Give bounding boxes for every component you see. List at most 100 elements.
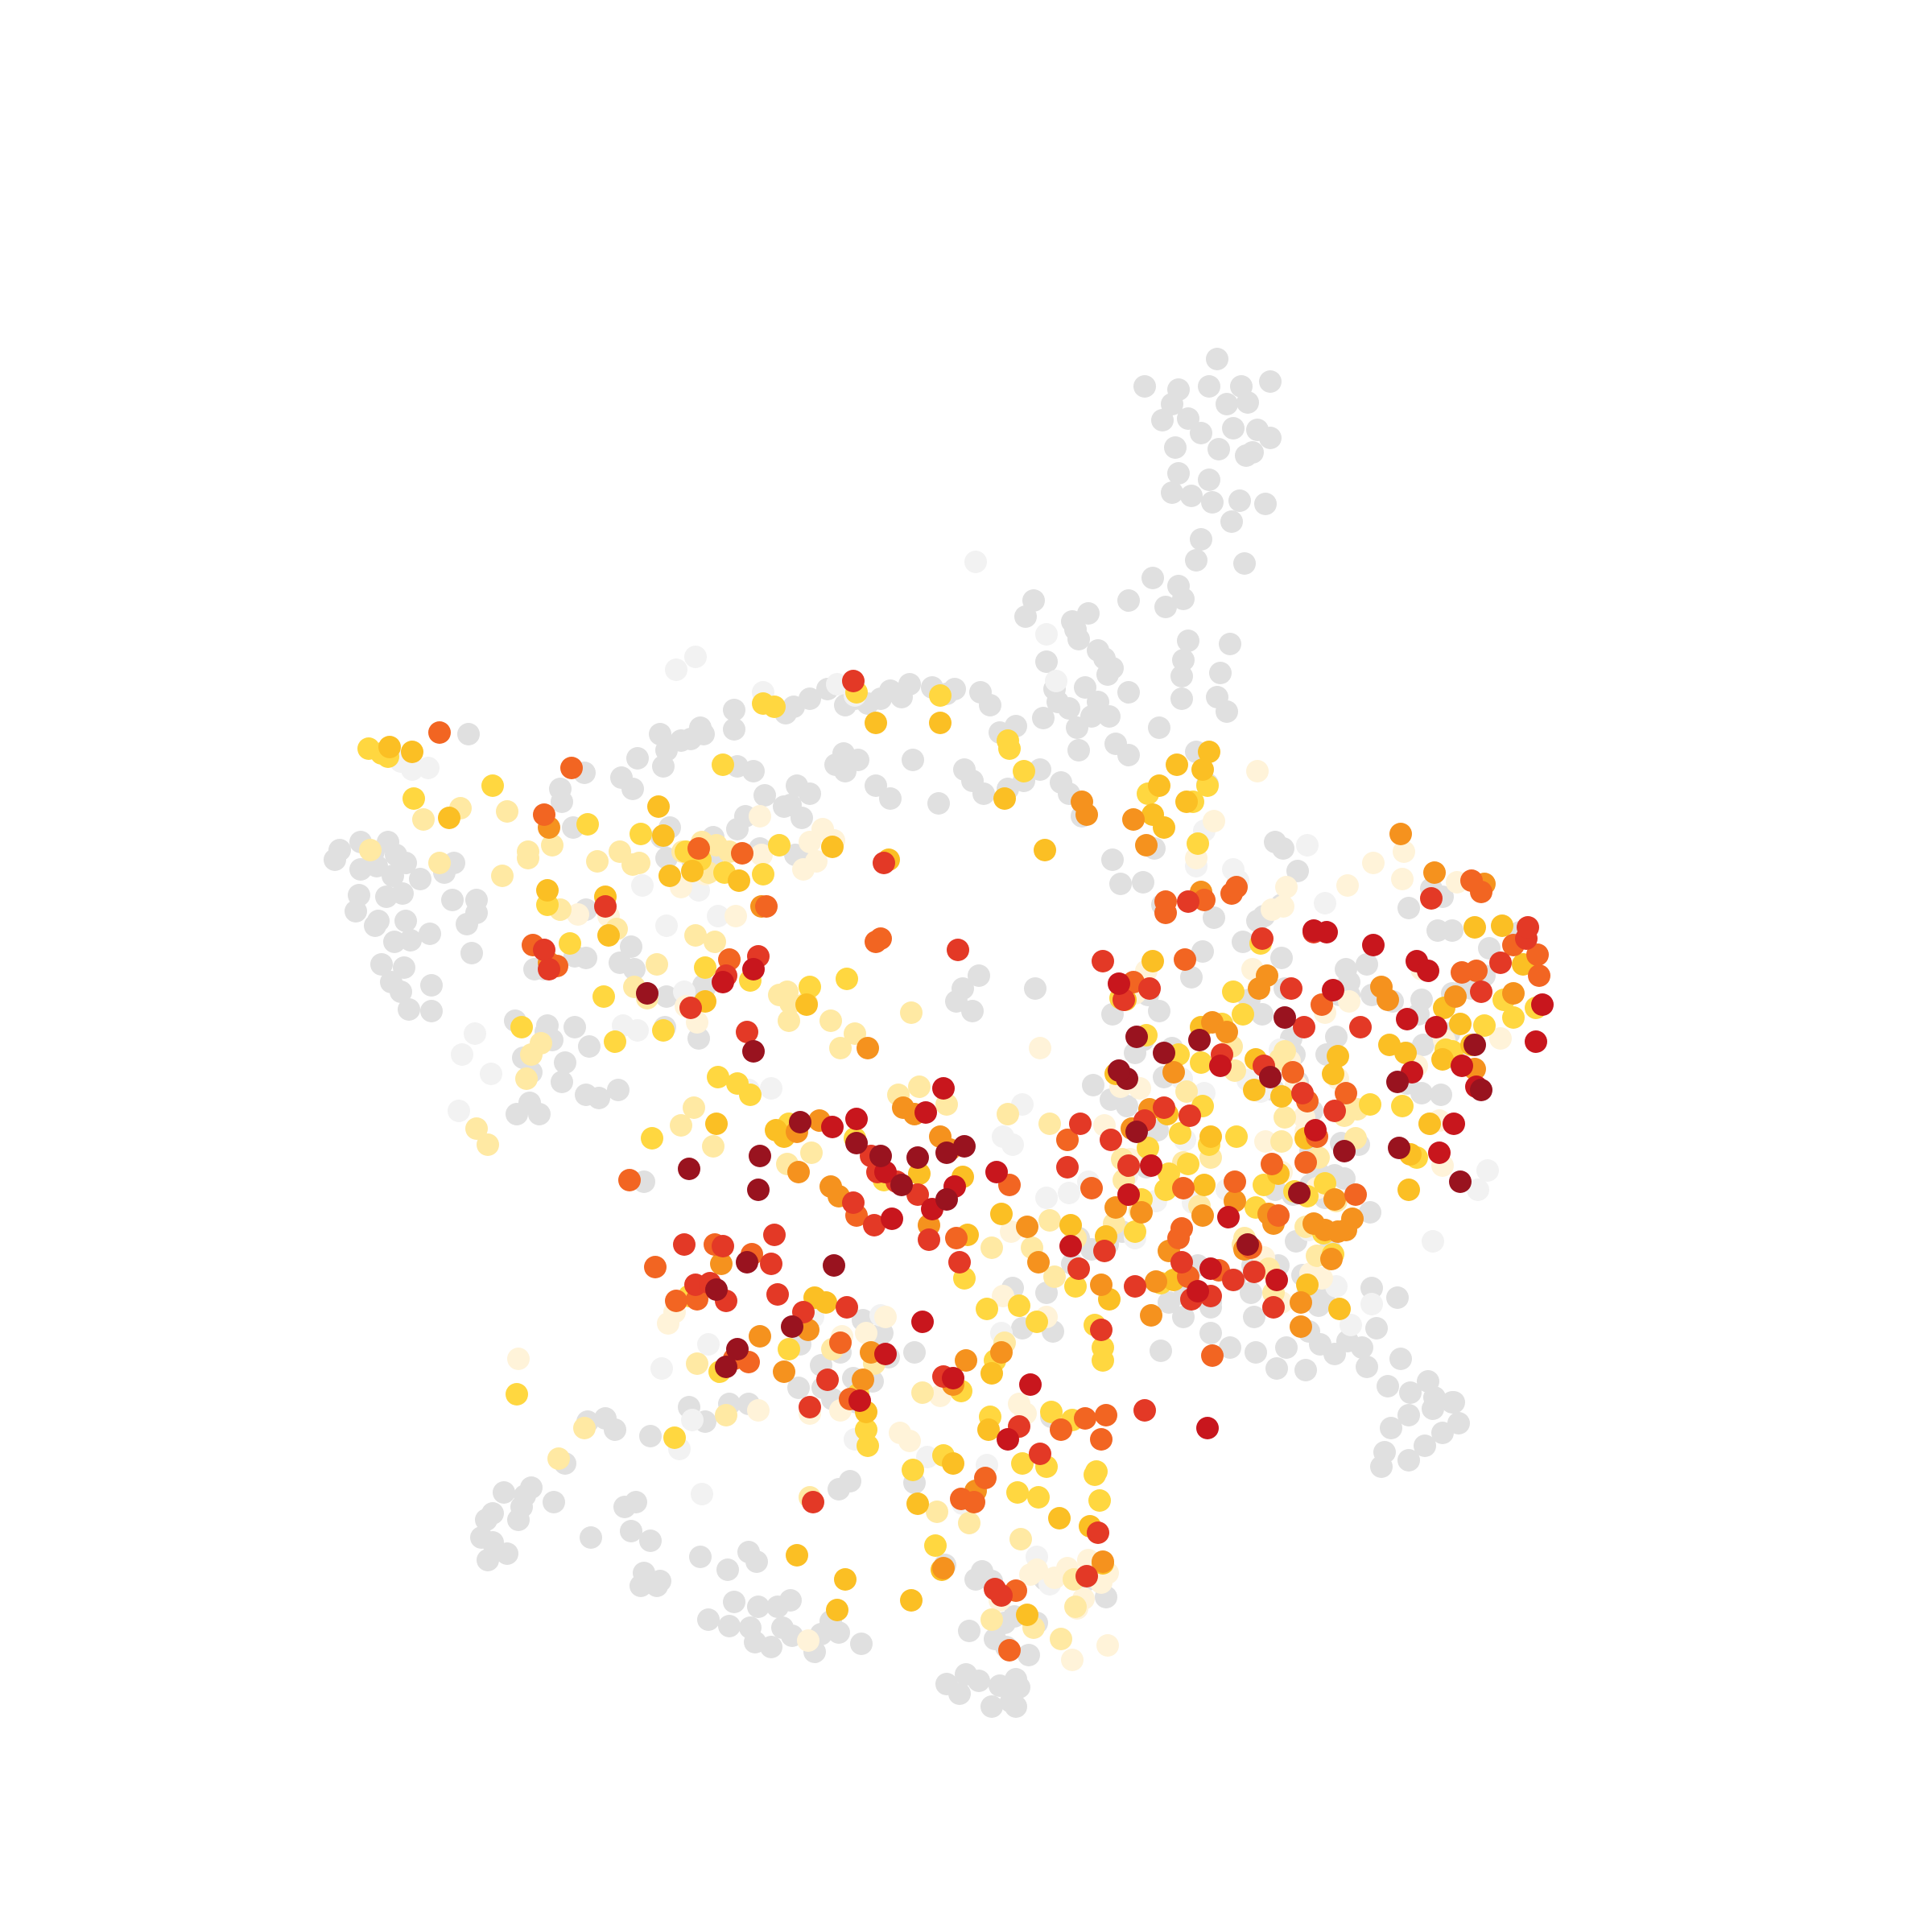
scatter-point xyxy=(881,1208,903,1230)
scatter-point xyxy=(723,718,745,741)
scatter-point xyxy=(932,1557,955,1579)
scatter-point xyxy=(1359,1093,1381,1116)
scatter-point xyxy=(953,1135,976,1158)
scatter-point xyxy=(1294,1359,1317,1381)
scatter-point xyxy=(753,784,776,807)
scatter-point xyxy=(592,985,615,1008)
scatter-point xyxy=(1476,1159,1499,1182)
scatter-point xyxy=(398,998,420,1021)
scatter-point xyxy=(747,1596,770,1618)
scatter-point xyxy=(559,932,581,955)
scatter-point xyxy=(974,1467,997,1489)
scatter-point xyxy=(799,782,821,805)
scatter-point xyxy=(1035,650,1058,673)
scatter-point xyxy=(631,874,654,897)
scatter-point xyxy=(649,723,671,745)
scatter-point xyxy=(929,684,952,707)
scatter-point xyxy=(533,803,555,826)
scatter-point xyxy=(747,1179,770,1201)
scatter-point xyxy=(911,1311,934,1333)
scatter-point xyxy=(819,1009,842,1032)
scatter-point xyxy=(768,834,791,857)
scatter-point xyxy=(1032,707,1055,729)
scatter-point xyxy=(1467,1179,1489,1201)
scatter-point xyxy=(1117,1154,1140,1177)
scatter-point xyxy=(1191,940,1214,963)
scatter-point xyxy=(457,723,480,745)
scatter-point xyxy=(1335,1082,1357,1104)
scatter-point xyxy=(652,755,675,778)
scatter-point xyxy=(543,1491,565,1513)
scatter-point xyxy=(692,723,715,745)
scatter-point xyxy=(694,956,716,979)
scatter-point xyxy=(935,1141,958,1164)
scatter-point xyxy=(1092,1349,1114,1372)
scatter-point xyxy=(1296,834,1319,857)
points-layer xyxy=(324,348,1554,1718)
scatter-point xyxy=(795,993,818,1016)
scatter-point xyxy=(1414,1435,1436,1457)
scatter-point xyxy=(1443,1391,1465,1414)
scatter-point xyxy=(639,1425,662,1447)
scatter-point xyxy=(778,1338,800,1360)
scatter-point xyxy=(836,1296,858,1319)
scatter-point xyxy=(1069,1113,1092,1135)
scatter-point xyxy=(678,1158,700,1180)
scatter-point xyxy=(990,1341,1013,1364)
scatter-point xyxy=(1386,1286,1409,1309)
scatter-point xyxy=(1275,1336,1298,1359)
scatter-point xyxy=(997,729,1019,752)
scatter-point xyxy=(1170,1217,1193,1240)
scatter-point xyxy=(620,1520,642,1542)
scatter-point xyxy=(821,1116,844,1138)
scatter-point xyxy=(1172,588,1195,610)
scatter-point xyxy=(1088,1489,1111,1512)
scatter-point xyxy=(1193,1174,1216,1196)
scatter-point xyxy=(517,840,539,863)
scatter-point xyxy=(1259,427,1282,449)
scatter-point xyxy=(1428,1141,1451,1164)
scatter-point xyxy=(1286,860,1309,882)
scatter-point xyxy=(1320,1248,1343,1270)
scatter-point xyxy=(1333,1167,1356,1190)
scatter-point xyxy=(626,747,649,770)
scatter-point xyxy=(477,1133,499,1156)
scatter-point xyxy=(390,980,412,1003)
scatter-point xyxy=(1190,1051,1212,1074)
scatter-point xyxy=(1067,628,1090,650)
scatter-point xyxy=(1296,1274,1319,1296)
scatter-point xyxy=(968,964,990,987)
scatter-point xyxy=(1124,1275,1146,1298)
scatter-point xyxy=(1502,1006,1525,1029)
scatter-point xyxy=(1267,1204,1290,1227)
scatter-point xyxy=(691,1483,713,1505)
scatter-point xyxy=(1420,887,1443,910)
scatter-point xyxy=(647,795,670,818)
scatter-point xyxy=(1360,1277,1383,1299)
scatter-point xyxy=(652,1019,675,1042)
scatter-point xyxy=(670,729,692,752)
scatter-point xyxy=(1254,493,1277,515)
scatter-point xyxy=(781,1315,803,1338)
scatter-point xyxy=(441,889,464,911)
scatter-point xyxy=(636,982,658,1005)
scatter-point xyxy=(1449,1013,1472,1035)
scatter-point xyxy=(1386,1071,1409,1093)
scatter-point xyxy=(1064,1596,1087,1618)
scatter-point xyxy=(1216,1021,1238,1043)
scatter-point xyxy=(763,1224,786,1246)
scatter-point xyxy=(1262,1296,1285,1319)
scatter-point xyxy=(551,791,573,813)
scatter-point xyxy=(493,1481,515,1504)
scatter-point xyxy=(412,808,435,831)
scatter-point xyxy=(597,924,620,947)
scatter-point xyxy=(564,1016,586,1038)
scatter-point xyxy=(1288,1182,1311,1204)
scatter-point xyxy=(1360,1293,1383,1315)
scatter-point xyxy=(964,551,987,573)
scatter-point xyxy=(773,795,795,818)
scatter-point xyxy=(576,813,599,836)
scatter-point xyxy=(935,1188,958,1211)
scatter-point xyxy=(1397,897,1420,919)
scatter-point xyxy=(1191,758,1214,781)
